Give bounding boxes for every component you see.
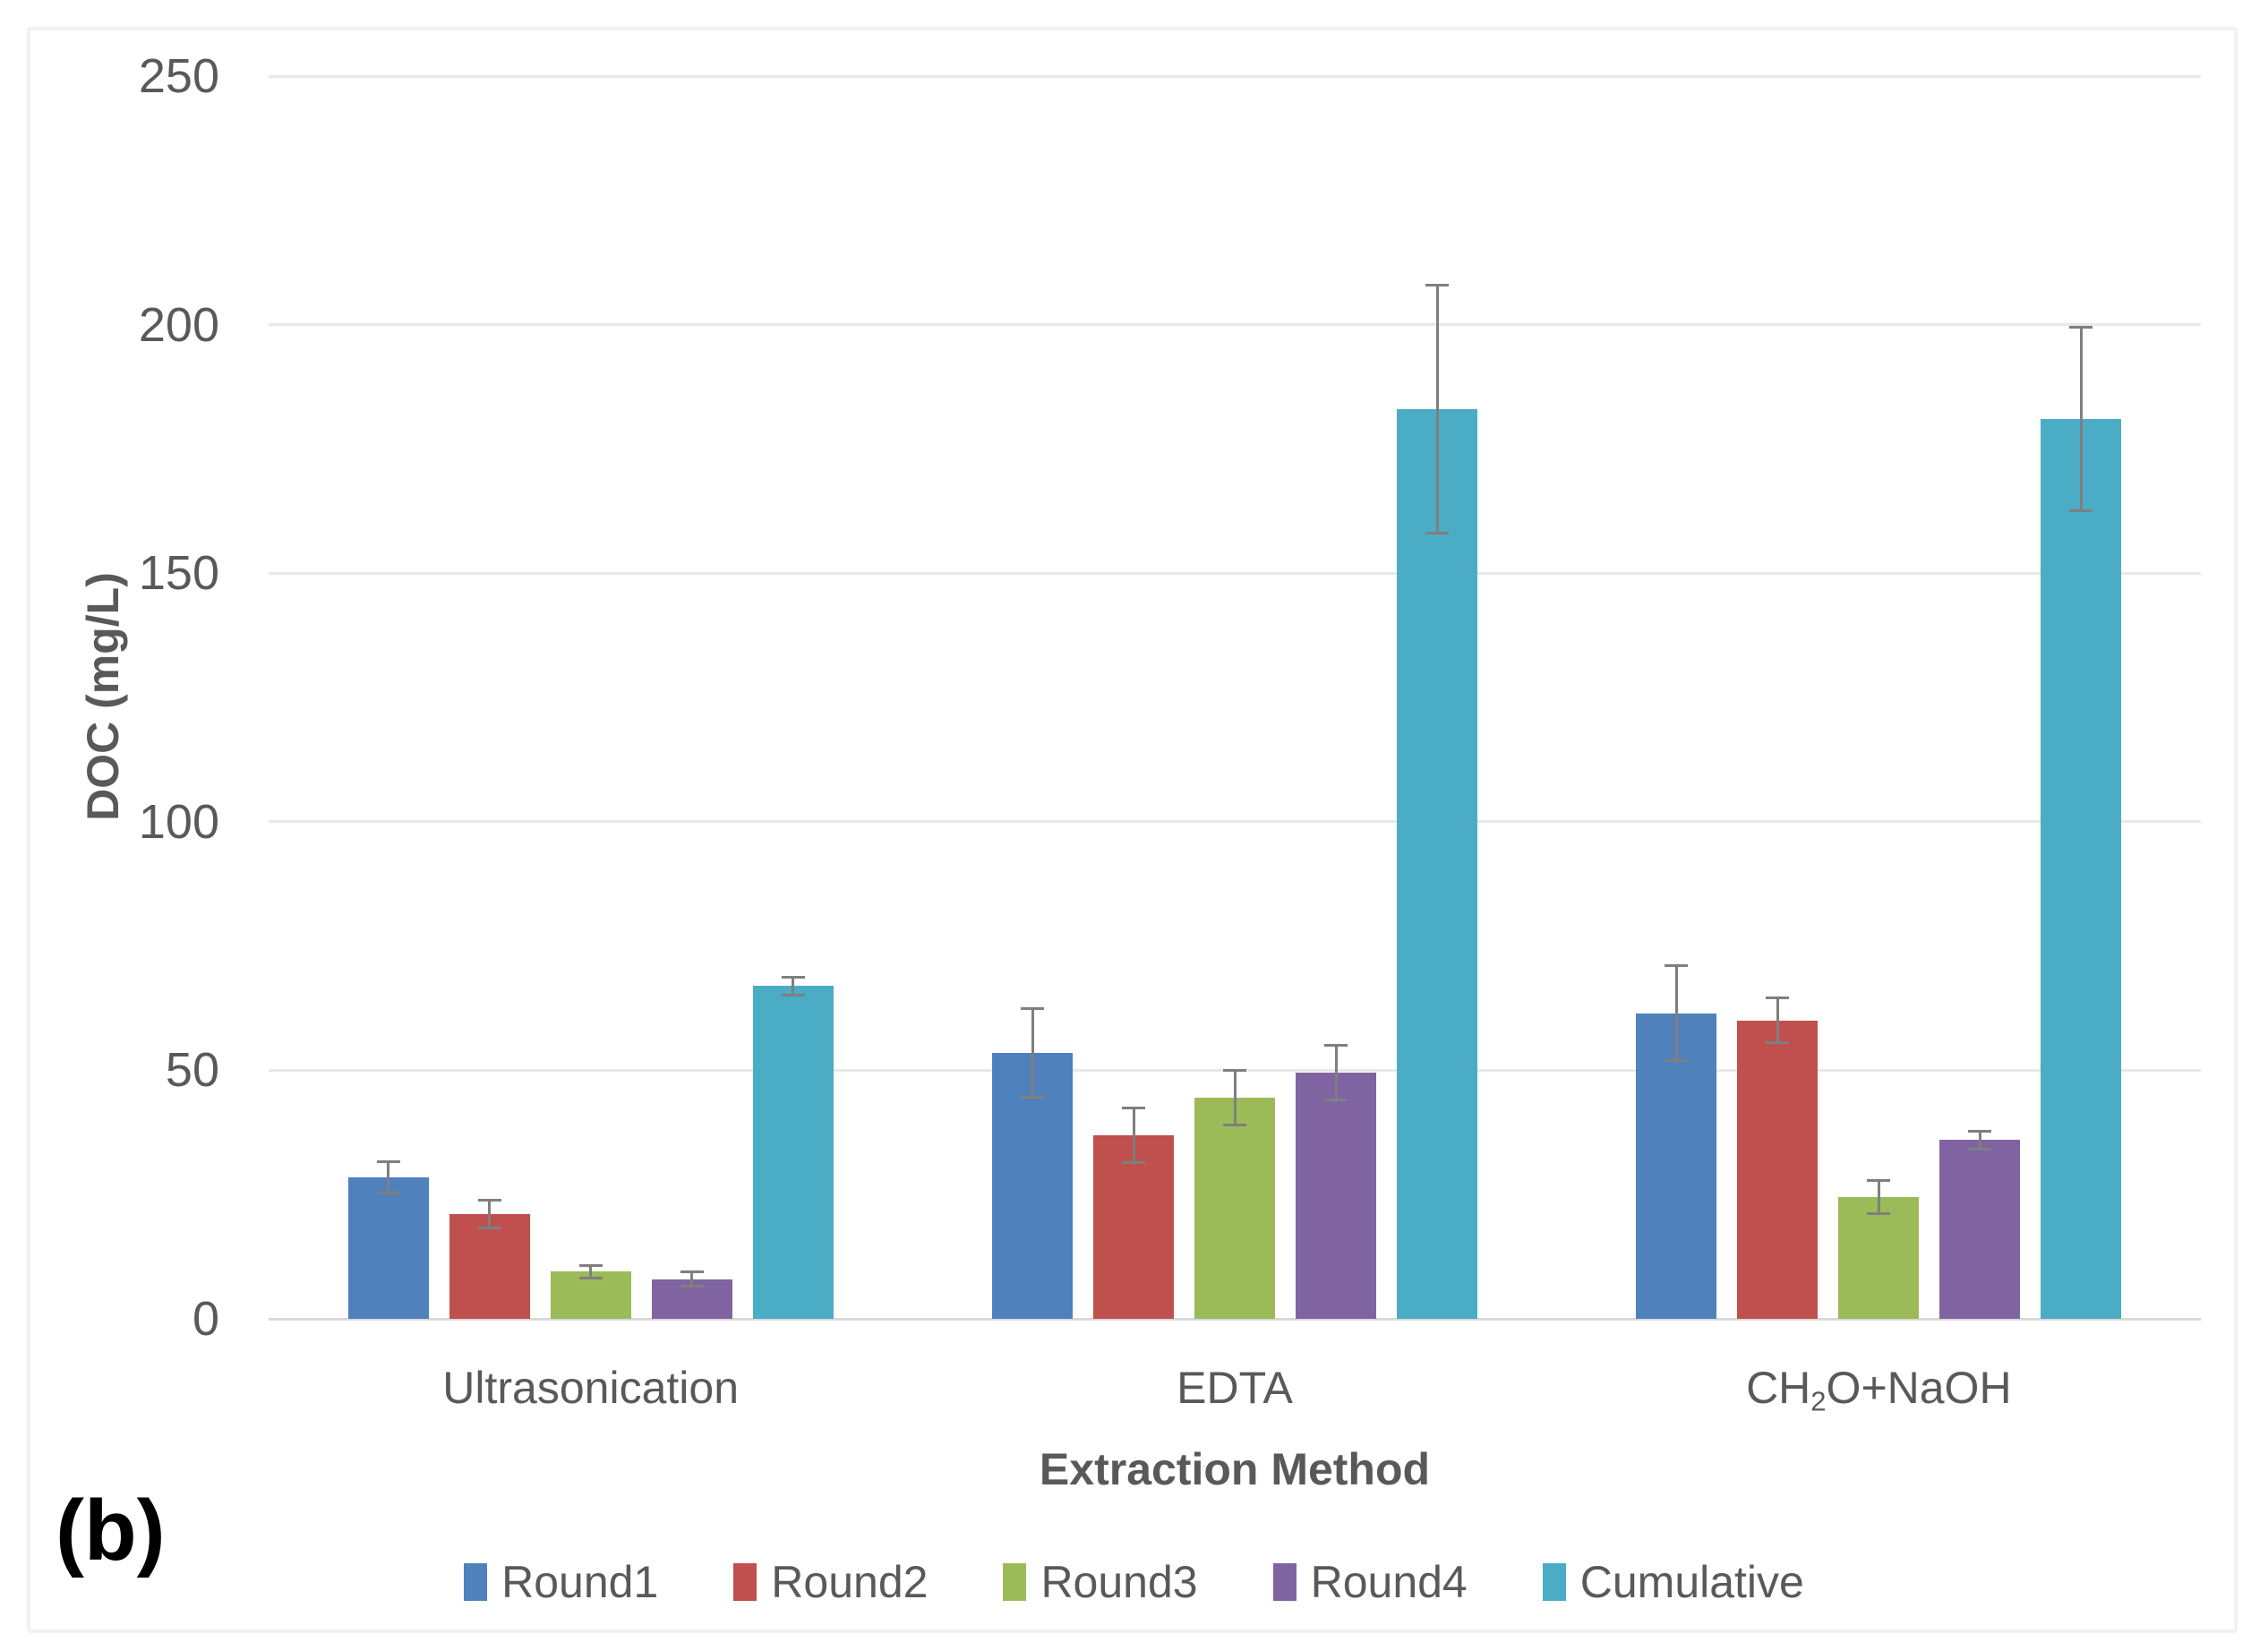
legend-marker-round4 [1272, 1563, 1297, 1601]
legend-label-round3: Round3 [1040, 1557, 1198, 1607]
y-tick-label-150: 150 [138, 546, 219, 601]
legend-label-round4: Round4 [1310, 1557, 1468, 1607]
error-bar [1031, 1008, 1034, 1098]
error-bar [589, 1265, 593, 1279]
legend-item-round2: Round2 [733, 1560, 928, 1604]
bar-round3-3 [1838, 1196, 1920, 1319]
error-bar-cap [781, 975, 805, 979]
y-axis-title: DOC (mg/L) [78, 572, 128, 821]
error-bar-cap [1122, 1106, 1145, 1109]
bar-cumulative-2 [1397, 408, 1477, 1319]
error-bar-cap [376, 1192, 400, 1195]
legend-marker-round1 [464, 1563, 488, 1601]
x-category-label-1: Ultrasonication [442, 1363, 740, 1413]
error-bar-cap [680, 1270, 704, 1273]
error-bar-cap [2069, 325, 2093, 329]
bar-round4-3 [1939, 1140, 2021, 1319]
error-bar [1674, 965, 1678, 1061]
error-bar-cap [781, 993, 805, 997]
error-bar [690, 1271, 694, 1287]
legend-marker-round3 [1003, 1563, 1027, 1601]
bar-cumulative-3 [2041, 419, 2122, 1319]
error-bar-cap [578, 1276, 603, 1279]
legend-label-round1: Round1 [501, 1557, 659, 1607]
legend-marker-cumulative [1542, 1563, 1566, 1601]
y-tick-label-200: 200 [138, 297, 219, 352]
error-bar-cap [1122, 1160, 1145, 1164]
error-bar-cap [1665, 964, 1689, 968]
error-bar-cap [1223, 1068, 1246, 1072]
error-bar-cap [1665, 1058, 1689, 1062]
bar-cumulative-1 [752, 986, 834, 1319]
gridline-y-100 [269, 820, 2201, 824]
error-bar [1233, 1070, 1237, 1125]
legend-item-cumulative: Cumulative [1542, 1557, 1804, 1607]
y-tick-label-0: 0 [192, 1292, 219, 1346]
error-bar [1978, 1131, 1981, 1150]
error-bar-cap [1867, 1211, 1891, 1215]
error-bar-cap [1324, 1044, 1348, 1048]
error-bar-cap [1766, 997, 1790, 1000]
error-bar [2079, 327, 2083, 511]
gridline-y-200 [269, 323, 2201, 327]
chart-legend: Round1 Round2 Round3 Round4 Cumulative [0, 1551, 2268, 1613]
bar-round3-1 [550, 1271, 631, 1319]
error-bar-cap [1425, 532, 1449, 535]
error-bar-cap [477, 1227, 501, 1230]
error-bar [488, 1200, 492, 1228]
legend-marker-round2 [733, 1563, 757, 1601]
error-bar-cap [1867, 1179, 1891, 1183]
y-tick-label-50: 50 [165, 1043, 219, 1098]
y-tick-label-250: 250 [138, 49, 219, 103]
error-bar-cap [1223, 1123, 1246, 1126]
error-bar [1877, 1180, 1880, 1214]
error-bar-cap [680, 1285, 704, 1288]
bar-round1-3 [1636, 1013, 1717, 1319]
error-bar [387, 1161, 390, 1193]
legend-label-cumulative: Cumulative [1579, 1557, 1804, 1607]
y-tick-label-100: 100 [138, 794, 219, 849]
legend-label-round2: Round2 [771, 1557, 929, 1607]
bar-round1-1 [347, 1176, 429, 1319]
x-category-label-2: EDTA [1177, 1363, 1293, 1413]
x-category-label-3: CH2O+NaOH [1746, 1363, 2012, 1417]
x-axis-line [269, 1317, 2201, 1321]
error-bar [1334, 1045, 1338, 1100]
bar-round2-1 [449, 1214, 530, 1319]
error-bar-cap [1021, 1096, 1044, 1099]
error-bar-cap [1968, 1129, 1992, 1133]
panel-label: (b) [56, 1483, 166, 1578]
x-axis-title: Extraction Method [1039, 1444, 1431, 1494]
legend-item-round4: Round4 [1272, 1557, 1468, 1607]
error-bar-cap [376, 1159, 400, 1163]
bar-round2-2 [1093, 1134, 1174, 1319]
error-bar-cap [578, 1263, 603, 1267]
error-bar-cap [1766, 1041, 1790, 1045]
error-bar [792, 977, 795, 995]
bar-round3-2 [1194, 1097, 1275, 1319]
error-bar-cap [477, 1199, 501, 1202]
bar-round4-2 [1296, 1073, 1376, 1319]
bar-round2-3 [1737, 1020, 1819, 1319]
error-bar [1435, 285, 1439, 534]
error-bar [1776, 997, 1779, 1043]
error-bar-cap [1324, 1099, 1348, 1102]
error-bar-cap [2069, 509, 2093, 513]
error-bar [1132, 1108, 1135, 1163]
gridline-y-250 [269, 74, 2201, 78]
error-bar-cap [1425, 283, 1449, 287]
legend-item-round3: Round3 [1003, 1557, 1198, 1607]
legend-item-round1: Round1 [464, 1560, 658, 1604]
error-bar-cap [1021, 1006, 1044, 1010]
gridline-y-150 [269, 571, 2201, 575]
error-bar-cap [1968, 1147, 1992, 1151]
